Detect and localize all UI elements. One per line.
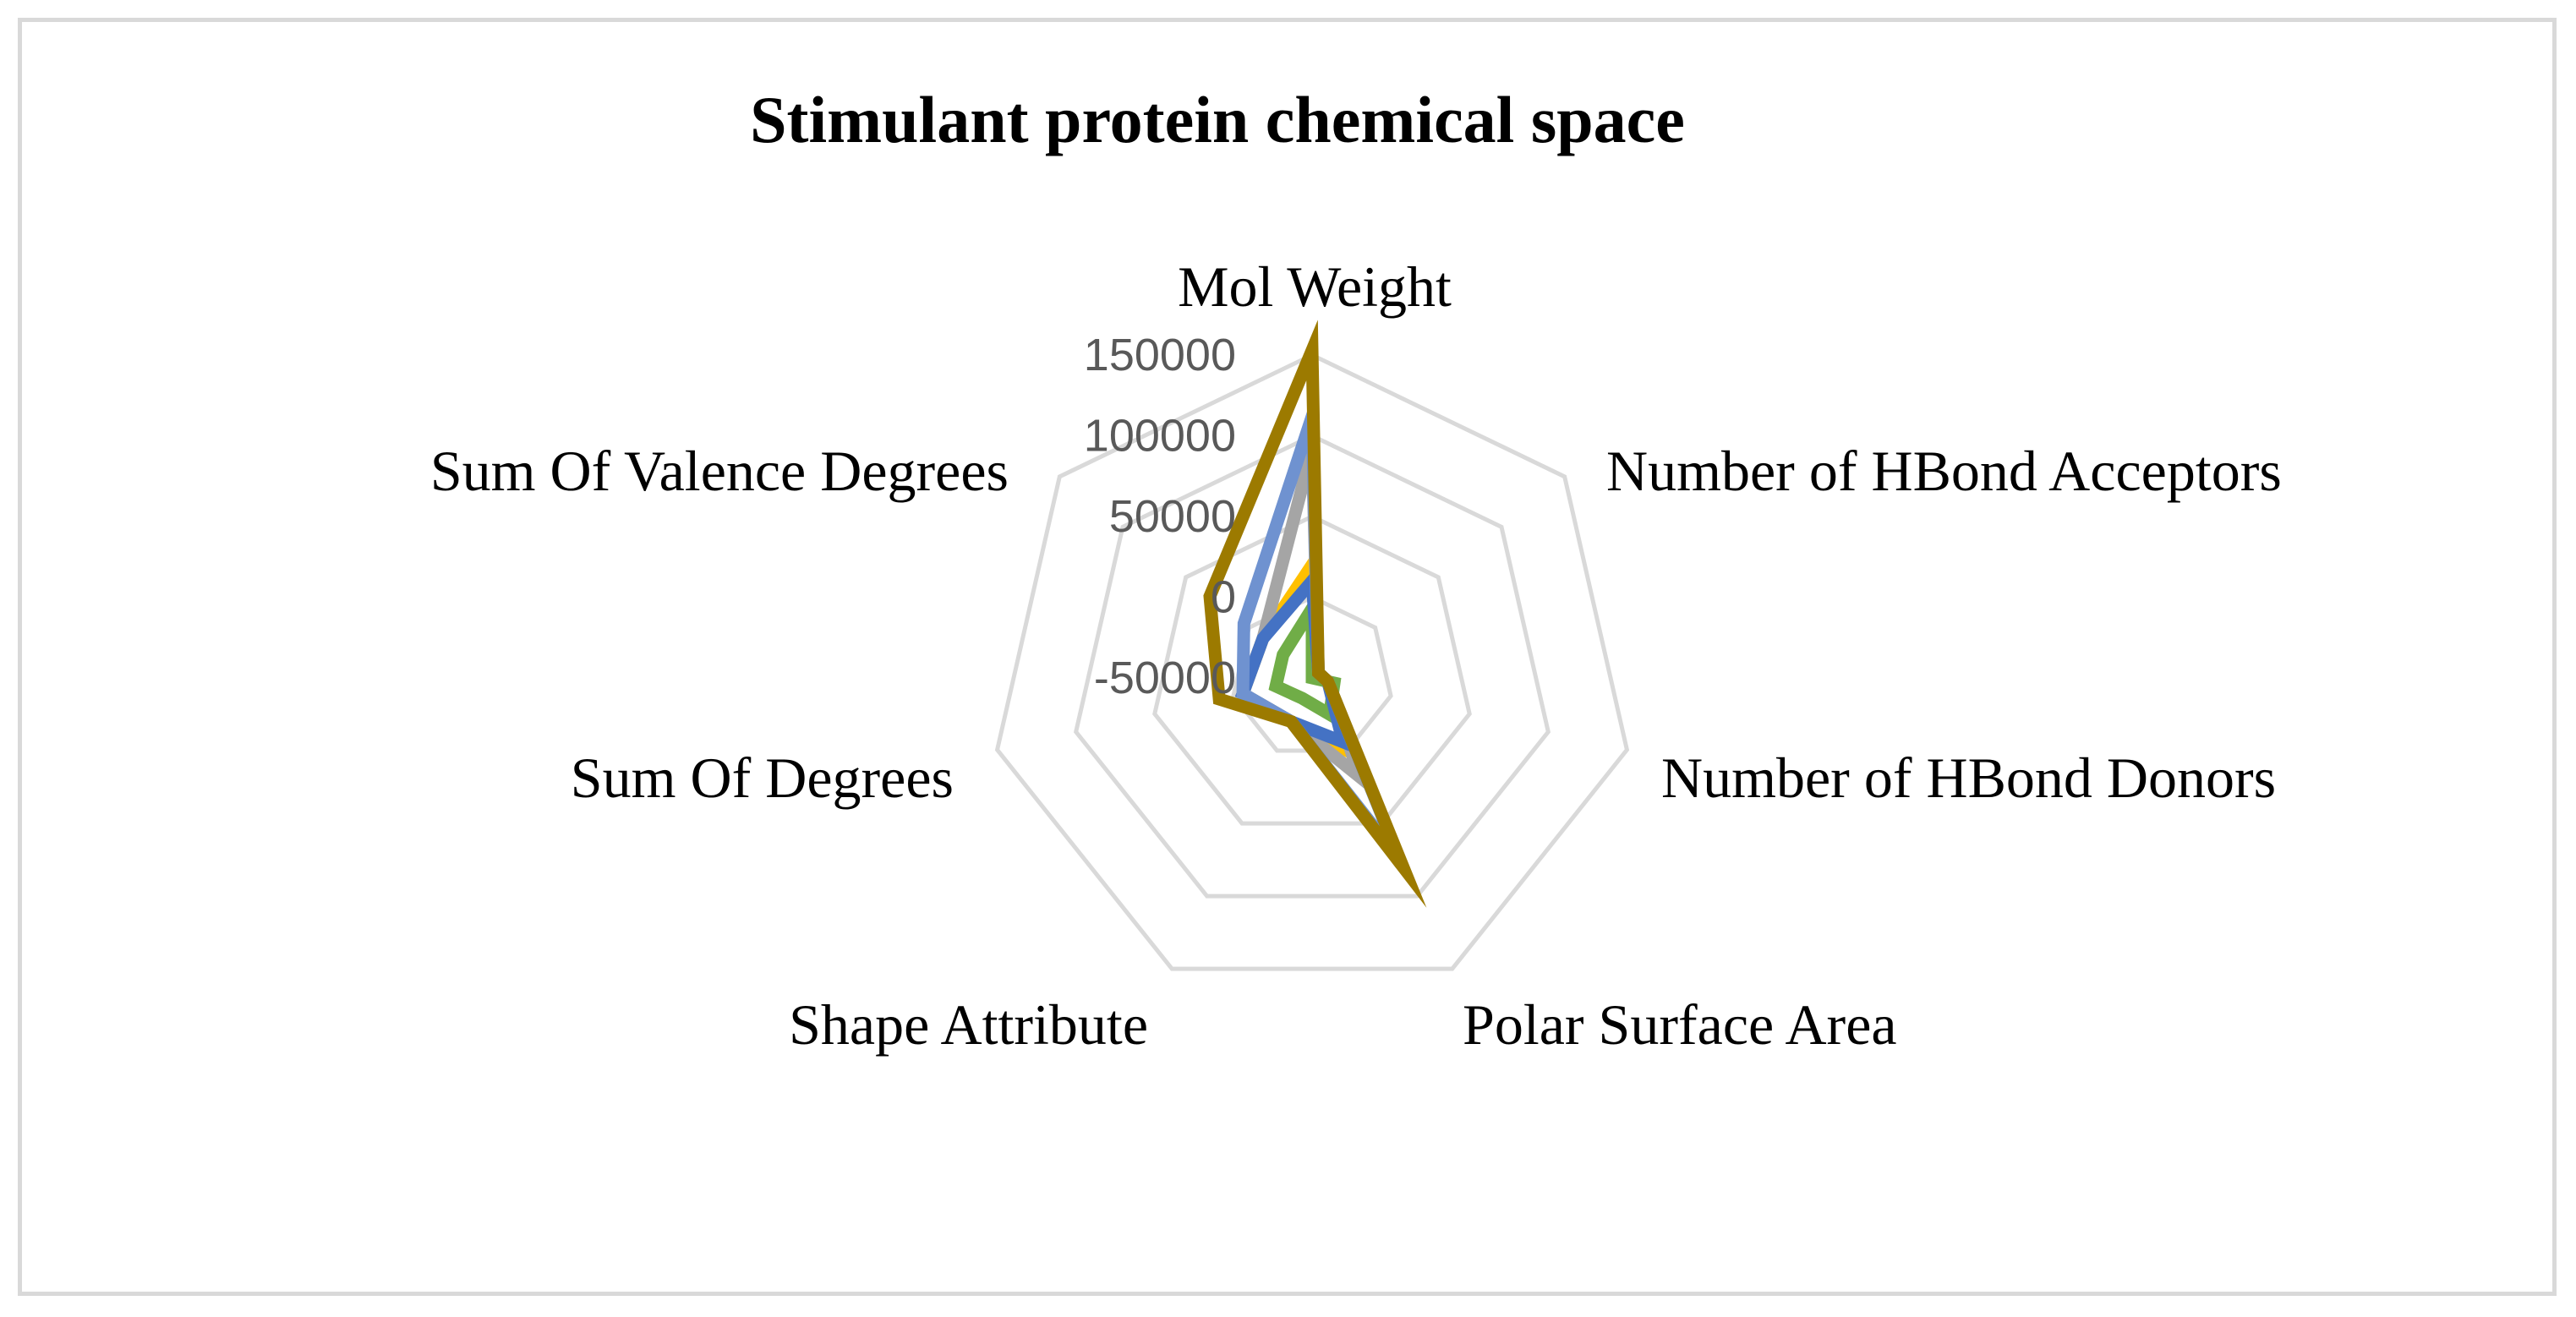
series-line-6 xyxy=(1203,320,1427,908)
radial-tick-label: 0 xyxy=(1211,572,1236,623)
grid-ring-4 xyxy=(994,352,1630,971)
axis-label: Sum Of Degrees xyxy=(571,746,954,810)
grid-ring-3 xyxy=(1073,433,1551,899)
axis-label: Number of HBond Acceptors xyxy=(1606,439,2282,503)
chart-title: Stimulant protein chemical space xyxy=(750,83,1685,156)
series-line-1 xyxy=(1268,586,1342,725)
radial-tick-label: 50000 xyxy=(1109,491,1236,542)
axis-label: Sum Of Valence Degrees xyxy=(430,439,1009,503)
axis-label: Shape Attribute xyxy=(789,992,1148,1057)
radial-tick-labels: 150000 100000 50000 0 -50000 xyxy=(1084,330,1236,703)
radial-tick-label: 100000 xyxy=(1084,411,1236,462)
axis-label: Number of HBond Donors xyxy=(1661,746,2276,810)
axis-label: Polar Surface Area xyxy=(1463,992,1897,1057)
grid-ring-2 xyxy=(1152,514,1472,826)
radial-tick-label: 150000 xyxy=(1084,330,1236,380)
radial-tick-label: -50000 xyxy=(1094,653,1236,703)
axis-label: Mol Weight xyxy=(1178,254,1452,319)
axis-labels: Mol Weight Number of HBond Acceptors Numbe… xyxy=(430,254,2282,1057)
radar-series xyxy=(1203,320,1427,908)
